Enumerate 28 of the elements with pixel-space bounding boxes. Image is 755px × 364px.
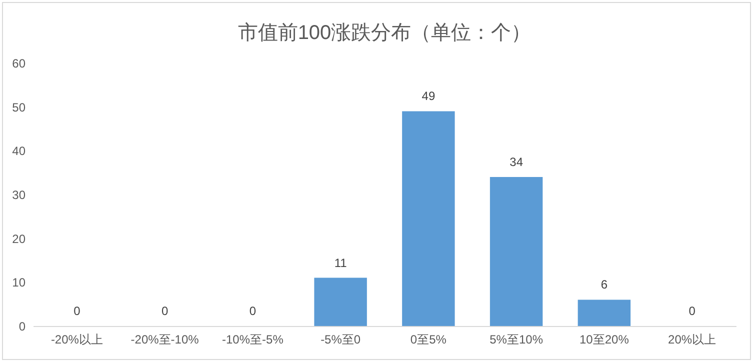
x-tick-label: -10%至-5% — [222, 332, 284, 346]
data-label: 6 — [600, 278, 608, 292]
y-tick-label: 40 — [12, 144, 26, 158]
bar — [402, 111, 455, 326]
data-label: 0 — [249, 304, 256, 318]
x-tick-label: 5%至10% — [490, 332, 544, 346]
x-tick-label: 20%以上 — [668, 332, 716, 346]
x-tick-label: 0至5% — [410, 332, 447, 346]
bar — [578, 300, 631, 326]
chart-title: 市值前100涨跌分布（单位：个） — [238, 22, 532, 44]
x-tick-label: -5%至0 — [320, 332, 361, 346]
data-label: 11 — [334, 256, 348, 270]
data-label: 0 — [688, 304, 696, 318]
y-tick-label: 50 — [12, 100, 26, 114]
x-tick-label: -20%至-10% — [130, 332, 200, 346]
x-tick-label: -20%以上 — [50, 332, 103, 346]
y-tick-label: 30 — [12, 188, 26, 202]
y-tick-label: 10 — [12, 276, 26, 290]
data-label: 34 — [510, 154, 524, 169]
y-tick-label: 60 — [12, 56, 26, 70]
data-label: 0 — [161, 304, 168, 318]
data-label: 0 — [74, 304, 81, 318]
bar — [490, 176, 543, 326]
y-tick-label: 0 — [18, 320, 26, 334]
x-tick-label: 10至20% — [580, 332, 630, 346]
bar — [314, 278, 367, 326]
data-label: 49 — [422, 89, 436, 104]
y-tick-label: 20 — [12, 232, 26, 246]
